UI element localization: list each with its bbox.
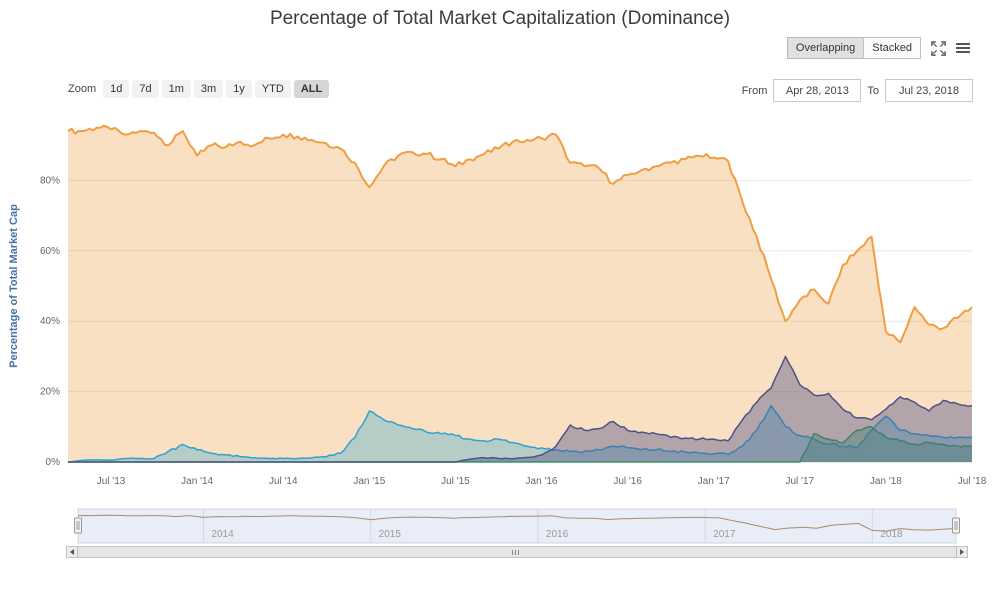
- series-line-cyan: [67, 404, 973, 463]
- y-tick-label: 80%: [40, 175, 60, 186]
- chart-scrollbar[interactable]: [66, 546, 968, 558]
- x-tick-label: Jan '18: [870, 476, 902, 487]
- navigator-year-label: 2016: [546, 529, 569, 540]
- stacked-button[interactable]: Stacked: [863, 37, 921, 59]
- y-axis-title: Percentage of Total Market Cap: [8, 204, 20, 368]
- series-line-orange: [67, 124, 973, 344]
- x-tick-label: Jan '17: [698, 476, 730, 487]
- y-tick-label: 60%: [40, 246, 60, 257]
- scrollbar-right-arrow-icon[interactable]: [956, 546, 968, 558]
- x-tick-label: Jul '15: [441, 476, 470, 487]
- navigator-handle-right[interactable]: [952, 517, 960, 534]
- x-tick-label: Jul '13: [97, 476, 126, 487]
- navigator-year-label: 2015: [379, 529, 402, 540]
- navigator-year-label: 2014: [211, 529, 234, 540]
- zoom-button-all[interactable]: ALL: [293, 80, 330, 98]
- zoom-button-ytd[interactable]: YTD: [254, 80, 291, 98]
- series-area-dark-purple: [68, 356, 972, 462]
- y-tick-label: 0%: [46, 457, 61, 468]
- navigator[interactable]: [77, 508, 957, 544]
- x-tick-label: Jan '16: [526, 476, 558, 487]
- menu-icon[interactable]: [956, 40, 972, 56]
- view-mode-toggle: Overlapping Stacked: [786, 37, 921, 59]
- series-area-orange: [68, 125, 972, 463]
- scrollbar-grip-icon: [512, 550, 519, 555]
- zoom-label: Zoom: [68, 83, 97, 95]
- x-tick-label: Jul '17: [786, 476, 815, 487]
- y-tick-label: 40%: [40, 316, 60, 327]
- chart-toolbar: Overlapping Stacked: [786, 37, 972, 59]
- zoom-button-3m[interactable]: 3m: [193, 80, 224, 98]
- date-range-controls: From To: [742, 79, 973, 102]
- scrollbar-left-arrow-icon[interactable]: [66, 546, 78, 558]
- navigator-series-line: [77, 514, 957, 532]
- zoom-button-1y[interactable]: 1y: [226, 80, 252, 98]
- y-tick-label: 20%: [40, 387, 60, 398]
- overlapping-button[interactable]: Overlapping: [786, 37, 865, 59]
- series-area-cyan: [68, 405, 972, 462]
- series-area-green: [68, 426, 972, 462]
- x-tick-label: Jan '14: [181, 476, 213, 487]
- to-label: To: [867, 84, 879, 97]
- x-tick-label: Jul '14: [269, 476, 298, 487]
- x-tick-label: Jan '15: [353, 476, 385, 487]
- navigator-year-label: 2018: [880, 529, 903, 540]
- navigator-year-label: 2017: [713, 529, 736, 540]
- zoom-button-1m[interactable]: 1m: [161, 80, 191, 98]
- scrollbar-thumb[interactable]: [78, 546, 956, 558]
- zoom-button-7d[interactable]: 7d: [132, 80, 159, 98]
- series-line-dark-purple: [68, 355, 973, 463]
- x-tick-label: Jul '18: [958, 476, 987, 487]
- from-date-input[interactable]: [773, 79, 862, 102]
- x-tick-label: Jul '16: [613, 476, 642, 487]
- from-label: From: [741, 84, 768, 97]
- navigator-handle-left[interactable]: [74, 517, 82, 534]
- to-date-input[interactable]: [885, 79, 973, 102]
- zoom-controls: Zoom 1d 7d 1m 3m 1y YTD ALL: [68, 80, 330, 98]
- fullscreen-icon[interactable]: [931, 40, 946, 56]
- zoom-button-1d[interactable]: 1d: [103, 80, 130, 98]
- chart-title: Percentage of Total Market Capitalizatio…: [269, 8, 731, 29]
